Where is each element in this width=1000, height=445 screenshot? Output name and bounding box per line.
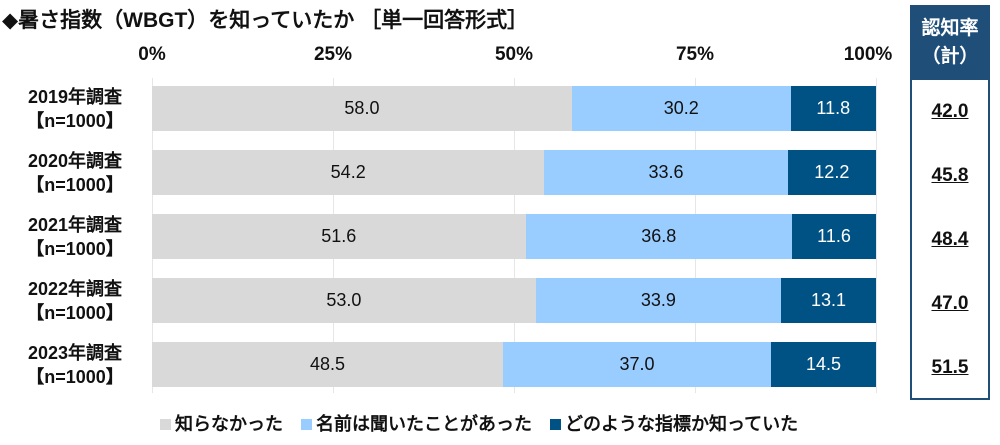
awareness-rate: 48.4 bbox=[931, 229, 969, 250]
bar-segment-3: 14.5 bbox=[771, 342, 876, 387]
legend-item: 知らなかった bbox=[160, 410, 283, 436]
panel-header-line1: 認知率 bbox=[921, 18, 979, 39]
category-label: 2022年調査 【n=1000】 bbox=[0, 277, 150, 325]
legend-swatch bbox=[160, 419, 171, 430]
bar-segment-2: 37.0 bbox=[503, 342, 771, 387]
category-n: 【n=1000】 bbox=[26, 111, 124, 131]
category-n: 【n=1000】 bbox=[26, 367, 124, 387]
category-year: 2023年調査 bbox=[27, 343, 123, 363]
legend-label: 知らなかった bbox=[175, 414, 283, 434]
bar-segment-1: 48.5 bbox=[152, 342, 504, 387]
bar-segment-2: 36.8 bbox=[525, 214, 792, 259]
category-label: 2020年調査 【n=1000】 bbox=[0, 149, 150, 197]
legend-item: どのような指標か知っていた bbox=[550, 410, 798, 436]
awareness-panel: 認知率 （計） 42.0 45.8 48.4 47.0 51.5 bbox=[910, 5, 990, 400]
awareness-rate: 45.8 bbox=[931, 165, 969, 186]
bar-segment-3: 12.2 bbox=[787, 150, 876, 195]
category-year: 2019年調査 bbox=[27, 87, 123, 107]
bar-segment-3: 11.8 bbox=[790, 86, 876, 131]
x-tick-label: 25% bbox=[313, 44, 353, 65]
awareness-rate: 47.0 bbox=[931, 293, 969, 314]
chart-title: ◆暑さ指数（WBGT）を知っていたか ［単一回答形式］ bbox=[2, 9, 529, 32]
bar-segment-1: 53.0 bbox=[152, 278, 536, 323]
panel-header-line2: （計） bbox=[921, 46, 979, 67]
category-year: 2022年調査 bbox=[27, 279, 123, 299]
category-year: 2020年調査 bbox=[27, 151, 123, 171]
legend-swatch bbox=[301, 419, 312, 430]
legend-label: 名前は聞いたことがあった bbox=[316, 414, 532, 434]
legend-label: どのような指標か知っていた bbox=[565, 414, 799, 434]
bar-segment-2: 33.6 bbox=[544, 150, 788, 195]
x-tick-label: 0% bbox=[138, 44, 166, 65]
awareness-rate: 42.0 bbox=[931, 101, 969, 122]
bar-segment-2: 33.9 bbox=[535, 278, 782, 323]
category-label: 2019年調査 【n=1000】 bbox=[0, 85, 150, 133]
bar-segment-1: 54.2 bbox=[152, 150, 545, 195]
category-label: 2023年調査 【n=1000】 bbox=[0, 341, 150, 389]
category-n: 【n=1000】 bbox=[26, 239, 124, 259]
awareness-rate: 51.5 bbox=[931, 357, 969, 378]
legend-swatch bbox=[550, 419, 561, 430]
x-tick-label: 100% bbox=[843, 44, 893, 65]
x-tick-label: 75% bbox=[675, 44, 715, 65]
bar-segment-3: 13.1 bbox=[781, 278, 876, 323]
bar-segment-3: 11.6 bbox=[792, 214, 876, 259]
category-n: 【n=1000】 bbox=[26, 175, 124, 195]
bar-segment-1: 58.0 bbox=[152, 86, 572, 131]
category-year: 2021年調査 bbox=[27, 215, 123, 235]
legend-item: 名前は聞いたことがあった bbox=[301, 410, 532, 436]
awareness-panel-header: 認知率 （計） bbox=[912, 7, 988, 80]
bar-segment-2: 30.2 bbox=[571, 86, 791, 131]
legend: 知らなかった 名前は聞いたことがあった どのような指標か知っていた bbox=[160, 410, 798, 436]
x-tick-label: 50% bbox=[494, 44, 534, 65]
category-label: 2021年調査 【n=1000】 bbox=[0, 213, 150, 261]
category-n: 【n=1000】 bbox=[26, 303, 124, 323]
bar-segment-1: 51.6 bbox=[152, 214, 526, 259]
gridline bbox=[876, 78, 877, 393]
